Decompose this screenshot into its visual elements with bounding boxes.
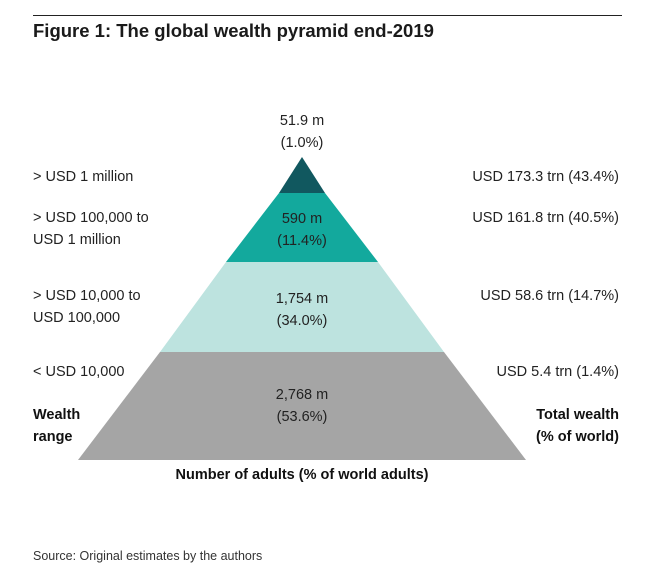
x-axis-label: Number of adults (% of world adults) — [175, 467, 429, 483]
tier-2-wealth-range-line-1: > USD 100,000 to — [33, 210, 149, 226]
source-note: Source: Original estimates by the author… — [33, 549, 263, 563]
tier-2-total-wealth: USD 161.8 trn (40.5%) — [472, 210, 619, 226]
tier-2-adults-share: (11.4%) — [277, 233, 327, 249]
tier-1-wealth-range-line-1: > USD 1 million — [33, 169, 134, 185]
tier-3-adults-share: (34.0%) — [276, 313, 328, 329]
wealth-range-axis-label-line-1: Wealth — [33, 407, 81, 423]
tier-1-adults-count: 51.9 m — [279, 113, 325, 129]
tier-1-total-wealth: USD 173.3 trn (43.4%) — [472, 169, 619, 185]
wealth-range-axis-label-line-2: range — [33, 429, 73, 445]
tier-4-adults-share: (53.6%) — [276, 409, 328, 425]
tier-3-wealth-range-line-2: USD 100,000 — [33, 310, 121, 326]
pyramid-tier-2 — [226, 193, 378, 262]
tier-4-wealth-range: < USD 10,000 — [33, 361, 125, 383]
tier-2-adults-count: 590 m — [281, 211, 323, 227]
pyramid-tier-4 — [78, 352, 526, 460]
total-wealth-axis-label-line-1: Total wealth — [536, 407, 619, 423]
tier-4-adults: 2,768 m (53.6%) — [248, 384, 356, 428]
top-rule — [33, 15, 622, 16]
tier-2-wealth-range-line-2: USD 1 million — [33, 232, 121, 248]
tier-3-wealth-range-line-1: > USD 10,000 to — [33, 288, 141, 304]
tier-4-adults-count: 2,768 m — [275, 387, 329, 403]
tier-3-adults-count: 1,754 m — [275, 291, 329, 307]
tier-1-adults-share: (1.0%) — [280, 135, 324, 151]
tier-4-total-wealth: USD 5.4 trn (1.4%) — [496, 364, 620, 380]
tier-1-wealth-range: > USD 1 million — [33, 166, 133, 188]
wealth-range-axis-label: Wealth range — [33, 404, 80, 448]
tier-3-wealth-range: > USD 10,000 to USD 100,000 — [33, 285, 141, 329]
tier-4-wealth-range-line-1: < USD 10,000 — [33, 364, 125, 380]
tier-1-adults: 51.9 m (1.0%) — [252, 110, 352, 154]
tier-2-wealth-range: > USD 100,000 to USD 1 million — [33, 207, 149, 251]
tier-3-adults: 1,754 m (34.0%) — [248, 288, 356, 332]
pyramid-tier-3 — [160, 262, 444, 352]
pyramid-tier-1 — [279, 157, 325, 193]
tier-2-adults: 590 m (11.4%) — [248, 208, 356, 252]
total-wealth-axis-label: Total wealth (% of world) — [536, 404, 619, 448]
total-wealth-axis-label-line-2: (% of world) — [536, 429, 619, 445]
figure-title: Figure 1: The global wealth pyramid end-… — [33, 20, 434, 41]
tier-3-total-wealth: USD 58.6 trn (14.7%) — [480, 288, 619, 304]
